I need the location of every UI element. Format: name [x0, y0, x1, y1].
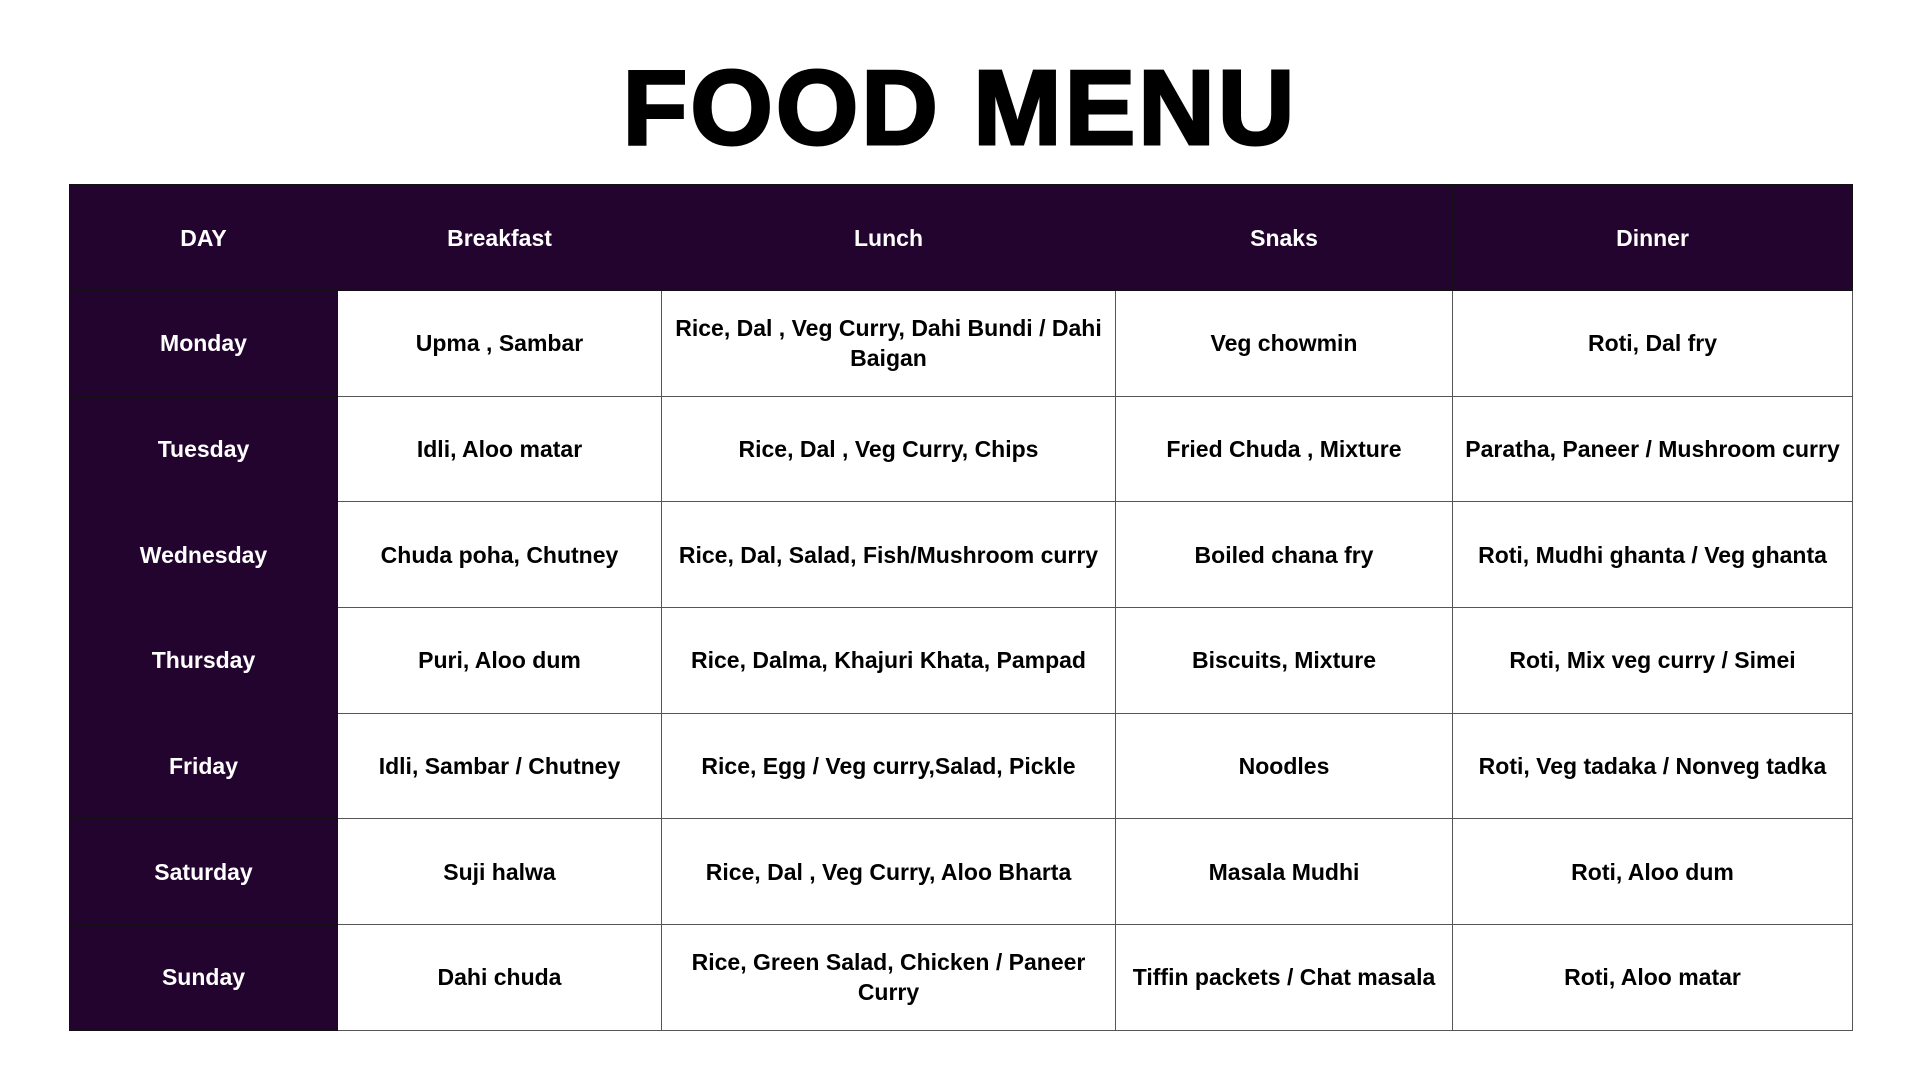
dinner-cell: Roti, Aloo matar — [1452, 924, 1853, 1031]
breakfast-cell: Chuda poha, Chutney — [337, 501, 662, 609]
table-row: Tuesday Idli, Aloo matar Rice, Dal , Veg C… — [69, 395, 1853, 503]
table-row: Friday Idli, Sambar / Chutney Rice, Egg / … — [69, 712, 1853, 820]
column-header-dinner: Dinner — [1452, 184, 1853, 291]
snacks-cell: Masala Mudhi — [1115, 818, 1453, 926]
table-row: Saturday Suji halwa Rice, Dal , Veg Curry,… — [69, 818, 1853, 926]
breakfast-cell: Suji halwa — [337, 818, 662, 926]
column-header-day: DAY — [69, 184, 338, 291]
day-cell: Thursday — [69, 607, 338, 714]
column-header-lunch: Lunch — [661, 184, 1116, 291]
snacks-cell: Tiffin packets / Chat masala — [1115, 924, 1453, 1031]
snacks-cell: Noodles — [1115, 712, 1453, 820]
menu-table: DAY Breakfast Lunch Snaks Dinner Monday U… — [69, 184, 1853, 1031]
snacks-cell: Veg chowmin — [1115, 290, 1453, 397]
lunch-cell: Rice, Dalma, Khajuri Khata, Pampad — [661, 607, 1116, 714]
day-cell: Monday — [69, 290, 338, 397]
page-title: FOOD MENU — [621, 48, 1298, 169]
dinner-cell: Roti, Dal fry — [1452, 290, 1853, 397]
table-row: Wednesday Chuda poha, Chutney Rice, Dal, S… — [69, 501, 1853, 609]
day-cell: Saturday — [69, 818, 338, 926]
breakfast-cell: Idli, Sambar / Chutney — [337, 712, 662, 820]
dinner-cell: Roti, Veg tadaka / Nonveg tadka — [1452, 712, 1853, 820]
dinner-cell: Roti, Mix veg curry / Simei — [1452, 607, 1853, 714]
day-cell: Friday — [69, 712, 338, 820]
lunch-cell: Rice, Dal , Veg Curry, Dahi Bundi / Dahi… — [661, 290, 1116, 397]
day-cell: Tuesday — [69, 395, 338, 503]
day-cell: Sunday — [69, 924, 338, 1031]
table-row: Thursday Puri, Aloo dum Rice, Dalma, Khaju… — [69, 607, 1853, 714]
breakfast-cell: Dahi chuda — [337, 924, 662, 1031]
day-cell: Wednesday — [69, 501, 338, 609]
snacks-cell: Fried Chuda , Mixture — [1115, 395, 1453, 503]
dinner-cell: Roti, Aloo dum — [1452, 818, 1853, 926]
breakfast-cell: Puri, Aloo dum — [337, 607, 662, 714]
breakfast-cell: Idli, Aloo matar — [337, 395, 662, 503]
dinner-cell: Paratha, Paneer / Mushroom curry — [1452, 395, 1853, 503]
lunch-cell: Rice, Green Salad, Chicken / Paneer Curr… — [661, 924, 1116, 1031]
snacks-cell: Boiled chana fry — [1115, 501, 1453, 609]
header-row: DAY Breakfast Lunch Snaks Dinner — [69, 184, 1853, 291]
column-header-breakfast: Breakfast — [337, 184, 662, 291]
lunch-cell: Rice, Dal, Salad, Fish/Mushroom curry — [661, 501, 1116, 609]
breakfast-cell: Upma , Sambar — [337, 290, 662, 397]
dinner-cell: Roti, Mudhi ghanta / Veg ghanta — [1452, 501, 1853, 609]
table-row: Monday Upma , Sambar Rice, Dal , Veg Curry… — [69, 290, 1853, 397]
lunch-cell: Rice, Dal , Veg Curry, Aloo Bharta — [661, 818, 1116, 926]
lunch-cell: Rice, Egg / Veg curry,Salad, Pickle — [661, 712, 1116, 820]
column-header-snacks: Snaks — [1115, 184, 1453, 291]
snacks-cell: Biscuits, Mixture — [1115, 607, 1453, 714]
table-row: Sunday Dahi chuda Rice, Green Salad, Chick… — [69, 924, 1853, 1031]
lunch-cell: Rice, Dal , Veg Curry, Chips — [661, 395, 1116, 503]
